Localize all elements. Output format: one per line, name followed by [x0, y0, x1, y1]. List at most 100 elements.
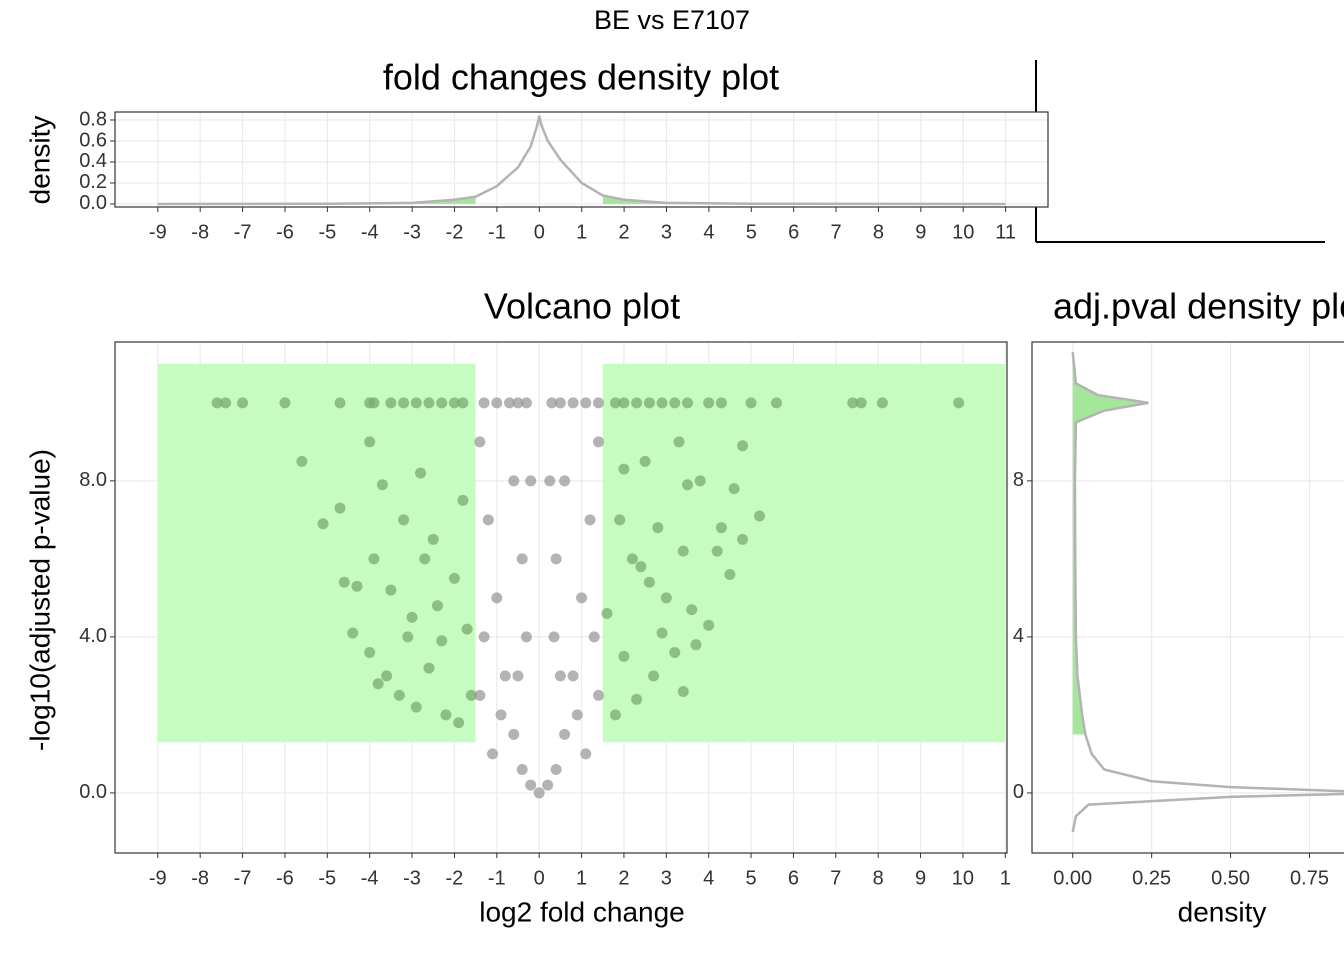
- point: [626, 553, 638, 565]
- point: [593, 436, 605, 448]
- x-tick-label: -7: [234, 867, 252, 889]
- point: [652, 522, 664, 534]
- plot-area: [115, 112, 1048, 207]
- point: [376, 479, 388, 491]
- point: [372, 678, 384, 690]
- point: [559, 475, 571, 487]
- x-tick-label: 10: [952, 221, 974, 243]
- plot-area: [115, 342, 1007, 853]
- x-axis-label: log2 fold change: [479, 896, 685, 927]
- point: [423, 662, 435, 674]
- highlight-region: [602, 363, 1006, 743]
- y-tick-label: 0.0: [79, 192, 107, 214]
- point: [474, 436, 486, 448]
- x-tick-label: -2: [446, 221, 464, 243]
- x-tick-label: -9: [149, 867, 167, 889]
- panel-title: fold changes density plot: [383, 57, 779, 98]
- point: [724, 568, 736, 580]
- point: [681, 479, 693, 491]
- y-tick-label: 8: [1013, 469, 1024, 491]
- point: [491, 397, 503, 409]
- point: [715, 522, 727, 534]
- x-tick-label: -6: [276, 867, 294, 889]
- plot-area: [1032, 342, 1344, 853]
- x-tick-label: 8: [873, 221, 884, 243]
- point: [317, 518, 329, 530]
- density-line: [1071, 352, 1344, 833]
- point: [385, 397, 397, 409]
- point: [516, 553, 528, 565]
- point: [419, 553, 431, 565]
- point: [351, 580, 363, 592]
- x-tick-label: -7: [234, 221, 252, 243]
- panel-border: [114, 111, 1049, 208]
- y-tick-label: 4.0: [79, 625, 107, 647]
- point: [440, 709, 452, 721]
- point: [402, 631, 414, 643]
- x-tick-label: -3: [403, 221, 421, 243]
- x-tick-label: 2: [618, 867, 629, 889]
- point: [410, 701, 422, 713]
- y-tick-label: 0.0: [79, 781, 107, 803]
- point: [453, 717, 465, 729]
- x-tick-label: 3: [661, 221, 672, 243]
- point: [368, 397, 380, 409]
- point: [520, 397, 532, 409]
- point: [211, 397, 223, 409]
- point: [677, 545, 689, 557]
- point: [635, 561, 647, 573]
- point: [334, 397, 346, 409]
- y-tick-label: 0.8: [79, 108, 107, 130]
- x-tick-label: 2: [619, 221, 630, 243]
- point: [554, 670, 566, 682]
- point: [504, 397, 516, 409]
- point: [715, 397, 727, 409]
- x-tick-label: 1: [576, 221, 587, 243]
- point: [571, 709, 583, 721]
- x-tick-label: -6: [276, 221, 294, 243]
- x-axis-label: density: [1178, 896, 1267, 927]
- x-tick-label: 5: [746, 221, 757, 243]
- point: [614, 514, 626, 526]
- point: [508, 728, 520, 740]
- density-line: [157, 115, 1006, 206]
- point: [516, 764, 528, 776]
- y-tick-label: 8.0: [79, 469, 107, 491]
- point: [364, 436, 376, 448]
- point: [525, 475, 537, 487]
- point: [482, 514, 494, 526]
- point: [512, 397, 524, 409]
- point: [393, 689, 405, 701]
- point: [385, 584, 397, 596]
- x-tick-label: 0: [534, 867, 545, 889]
- point: [525, 779, 537, 791]
- point: [711, 545, 723, 557]
- point: [694, 475, 706, 487]
- point: [423, 397, 435, 409]
- point: [495, 709, 507, 721]
- point: [474, 689, 486, 701]
- point: [648, 670, 660, 682]
- point: [554, 397, 566, 409]
- y-tick-label: 0: [1013, 781, 1024, 803]
- x-tick-label: 7: [830, 221, 841, 243]
- point: [398, 397, 410, 409]
- highlight-region: [157, 363, 476, 743]
- point: [631, 397, 643, 409]
- x-tick-label: 1: [1000, 867, 1011, 889]
- x-tick-label: 4: [703, 221, 714, 243]
- x-tick-label: -5: [318, 867, 336, 889]
- point: [542, 779, 554, 791]
- point: [487, 748, 499, 760]
- point: [690, 639, 702, 651]
- point: [368, 553, 380, 565]
- point: [643, 397, 655, 409]
- panel-border: [1031, 341, 1344, 854]
- x-tick-label: -4: [361, 221, 379, 243]
- x-tick-label: 1: [576, 867, 587, 889]
- x-tick-label: -8: [191, 221, 209, 243]
- point: [512, 670, 524, 682]
- point: [406, 611, 418, 623]
- point: [533, 787, 545, 799]
